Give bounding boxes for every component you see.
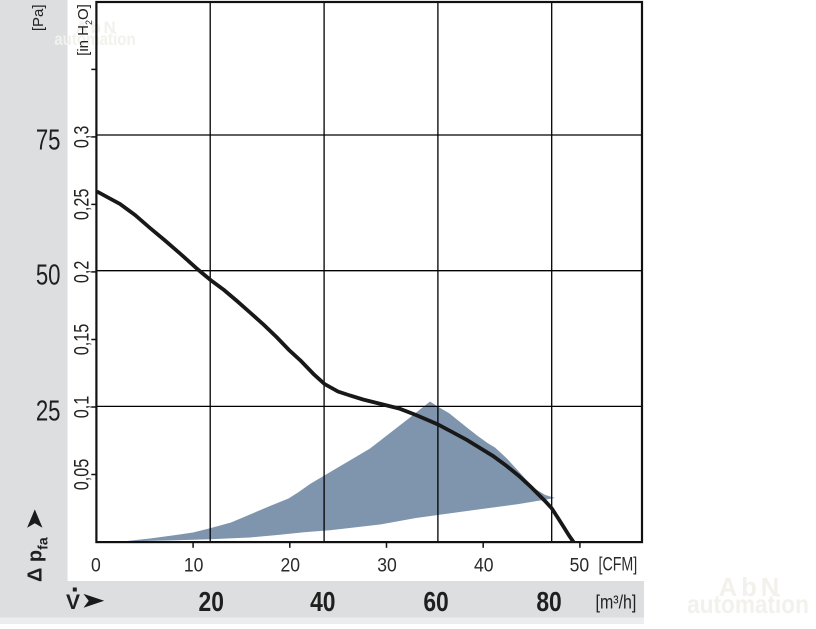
svg-text:40: 40 [310,587,335,617]
svg-text:[in H2O]: [in H2O] [75,4,94,56]
svg-text:25: 25 [36,396,61,427]
svg-text:20: 20 [199,587,224,617]
svg-text:automation: automation [687,591,809,620]
svg-text:0,3: 0,3 [69,126,93,148]
svg-text:50: 50 [570,553,590,575]
svg-text:0,05: 0,05 [69,459,93,490]
svg-text:80: 80 [536,587,561,617]
svg-text:40: 40 [474,553,494,575]
svg-text:0: 0 [91,553,101,575]
svg-text:V: V [66,591,80,614]
svg-text:0,15: 0,15 [69,324,93,355]
svg-text:automation: automation [54,30,136,49]
svg-text:75: 75 [36,125,61,156]
svg-text:50: 50 [36,260,61,291]
svg-text:30: 30 [377,553,397,575]
svg-text:[CFM]: [CFM] [599,553,638,575]
svg-text:[Pa]: [Pa] [30,4,47,31]
svg-text:60: 60 [423,587,448,617]
svg-text:0,1: 0,1 [69,396,93,418]
svg-text:AbN: AbN [719,574,783,602]
svg-text:[m³/h]: [m³/h] [596,591,637,613]
svg-text:0,2: 0,2 [69,261,93,283]
svg-text:20: 20 [281,553,301,575]
svg-text:0,25: 0,25 [69,189,93,220]
svg-text:10: 10 [184,553,204,575]
